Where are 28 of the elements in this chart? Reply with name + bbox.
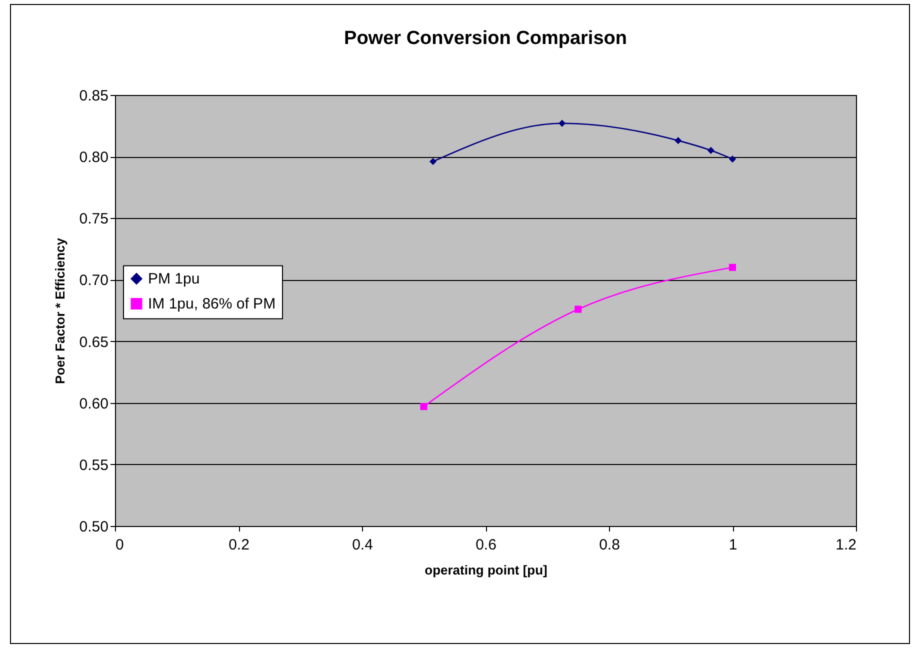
legend-label: PM 1pu [148,270,200,288]
x-tick-label: 1 [728,536,738,554]
point [728,264,736,271]
point [429,158,437,166]
y-tick-label: 0.85 [79,88,108,104]
point [728,156,736,163]
x-axis-title: operating point [pu] [424,562,548,578]
x-tick-label: 0.6 [476,536,496,554]
y-tick-label: 0.75 [79,210,108,228]
x-tick-label: 1.2 [836,536,856,554]
point [674,137,682,144]
y-tick-label: 0.50 [79,518,108,536]
x-tick-label: 0.4 [352,536,373,554]
y-tick-label: 0.80 [79,149,108,166]
y-tick-label: 0.55 [79,456,108,474]
x-tick-label: 0.2 [228,536,250,554]
legend-label: IM 1pu, 86% of PM [148,296,276,313]
point [420,403,428,410]
point [707,146,714,154]
chart-title: Power Conversion Comparison [344,28,627,49]
x-tick-label: 0.8 [599,536,620,554]
y-axis-title: Poer Factor * Efficiency [52,237,68,384]
y-tick-label: 0.60 [79,395,108,412]
point [574,306,582,313]
y-tick-label: 0.65 [79,334,108,351]
point [558,120,566,127]
y-tick-label: 0.70 [79,272,108,290]
x-tick-label: 0 [116,536,124,554]
